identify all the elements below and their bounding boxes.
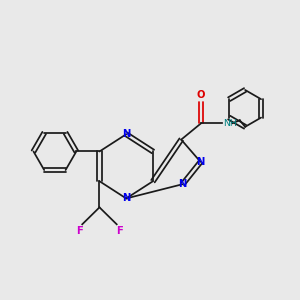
Text: F: F xyxy=(116,226,122,236)
Text: N: N xyxy=(122,129,130,139)
Text: N: N xyxy=(196,157,205,167)
Text: F: F xyxy=(76,226,83,236)
Text: O: O xyxy=(197,90,206,100)
Text: NH: NH xyxy=(224,119,237,128)
Text: N: N xyxy=(122,194,130,203)
Text: N: N xyxy=(178,179,187,189)
